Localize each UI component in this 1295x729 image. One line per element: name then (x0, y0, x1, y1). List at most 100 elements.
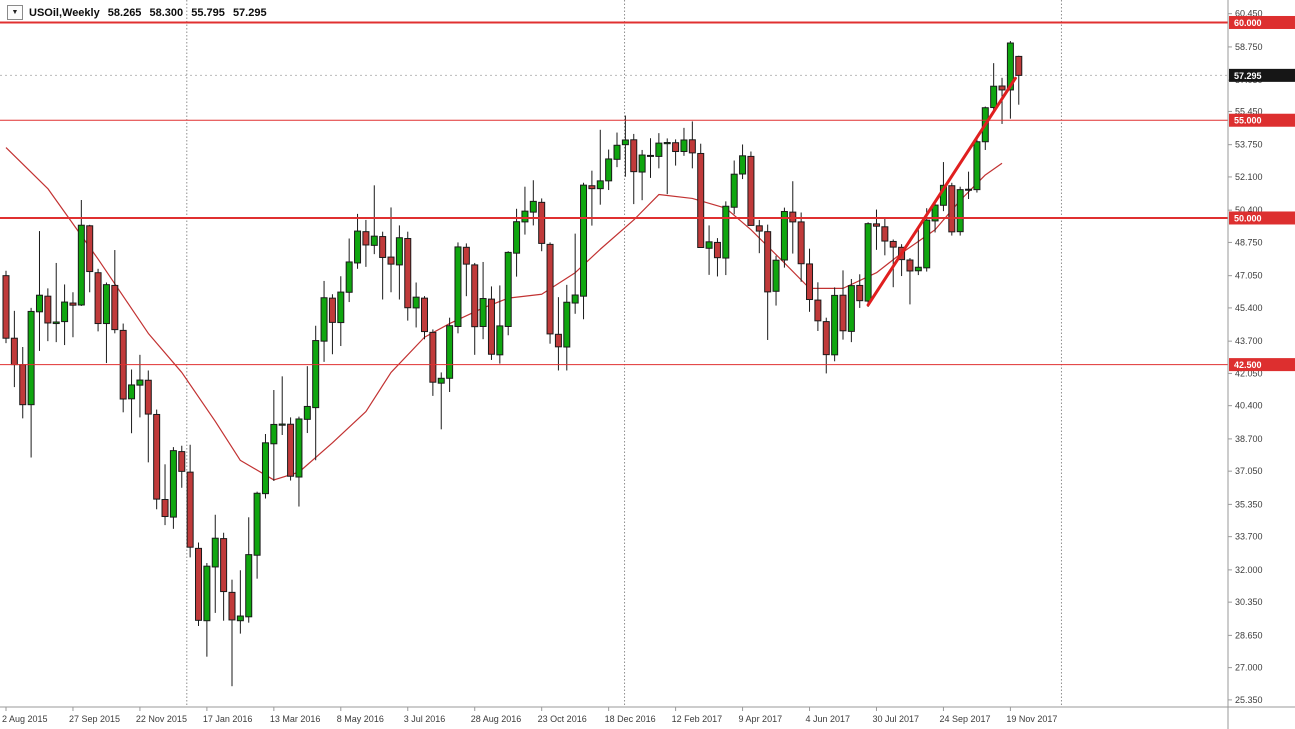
bull-candle (211, 537, 219, 568)
price-axis-label: 60.450 (1235, 9, 1263, 19)
bear-candle (404, 238, 412, 309)
ohlc-info-bar: ▼ USOil,Weekly 58.265 58.300 55.795 57.2… (7, 5, 272, 20)
price-axis-label: 58.750 (1235, 42, 1263, 52)
bull-candle (136, 379, 144, 386)
price-axis-label: 32.000 (1235, 565, 1263, 575)
bull-candle (613, 144, 621, 160)
bear-candle (462, 246, 470, 265)
time-axis-label: 27 Sep 2015 (69, 714, 120, 724)
bear-candle (387, 256, 395, 265)
bear-candle (144, 379, 152, 415)
bull-candle (52, 321, 60, 325)
time-axis-label: 12 Feb 2017 (672, 714, 723, 724)
time-axis-label: 18 Dec 2016 (605, 714, 656, 724)
bull-candle (621, 139, 629, 146)
high-value: 58.300 (149, 6, 184, 19)
bear-candle (688, 139, 696, 154)
bear-candle (429, 331, 437, 383)
close-value: 57.295 (232, 6, 267, 19)
ascending-trend-line[interactable] (866, 76, 1017, 307)
bear-candle (839, 294, 847, 332)
bull-candle (1006, 42, 1014, 91)
time-axis-label: 22 Nov 2015 (136, 714, 187, 724)
bull-candle (446, 325, 454, 379)
bear-candle (822, 321, 830, 356)
bull-candle (580, 184, 588, 297)
bear-candle (471, 264, 479, 328)
price-axis-label: 48.750 (1235, 237, 1263, 247)
bear-candle (814, 299, 822, 322)
bear-candle (755, 225, 763, 232)
price-axis-label: 38.700 (1235, 434, 1263, 444)
bear-candle (487, 298, 495, 355)
bull-candle (236, 615, 244, 622)
bear-candle (747, 155, 755, 226)
time-axis-label: 9 Apr 2017 (739, 714, 783, 724)
chevron-down-icon: ▼ (11, 9, 19, 16)
bull-candle (261, 442, 269, 495)
bear-candle (10, 337, 18, 366)
bull-candle (831, 294, 839, 356)
price-axis-label: 25.350 (1235, 695, 1263, 705)
price-axis-label: 53.750 (1235, 140, 1263, 150)
bull-candle (596, 180, 604, 190)
price-axis-label: 37.050 (1235, 466, 1263, 476)
price-tag-label: 42.500 (1234, 360, 1262, 370)
bear-candle (713, 241, 721, 259)
bull-candle (663, 142, 671, 145)
bull-candle (931, 204, 939, 222)
bull-candle (956, 189, 964, 233)
bull-candle (705, 241, 713, 249)
bull-candle (337, 291, 345, 324)
bear-candle (764, 231, 772, 293)
bull-candle (128, 384, 136, 400)
time-axis-label: 13 Mar 2016 (270, 714, 321, 724)
bull-candle (303, 405, 311, 420)
price-axis-label: 33.700 (1235, 532, 1263, 542)
bull-candle (35, 294, 43, 313)
bull-candle (295, 418, 303, 478)
price-tag (1229, 358, 1295, 372)
bull-candle (571, 294, 579, 304)
price-axis-label: 27.000 (1235, 663, 1263, 673)
bull-candle (923, 219, 931, 269)
bull-candle (61, 301, 69, 323)
bear-candle (421, 297, 428, 333)
bear-candle (538, 201, 546, 244)
price-axis-label: 52.100 (1235, 172, 1263, 182)
price-tag-label: 57.295 (1234, 71, 1262, 81)
bear-candle (86, 225, 94, 273)
bull-candle (521, 210, 529, 223)
time-axis-label: 19 Nov 2017 (1006, 714, 1057, 724)
bull-candle (496, 325, 504, 356)
symbol-dropdown-button[interactable]: ▼ (7, 5, 23, 20)
bull-candle (772, 259, 780, 292)
bull-candle (169, 450, 177, 518)
bull-candle (253, 492, 261, 556)
price-axis-label: 42.050 (1235, 368, 1263, 378)
bear-candle (672, 142, 680, 153)
price-tag-label: 50.000 (1234, 213, 1262, 223)
time-axis-label: 24 Sep 2017 (939, 714, 990, 724)
bear-candle (220, 538, 228, 593)
bull-candle (77, 224, 85, 306)
price-axis-label: 30.350 (1235, 597, 1263, 607)
bull-candle (395, 237, 403, 266)
bear-candle (19, 364, 27, 406)
bull-candle (102, 284, 110, 325)
bull-candle (655, 142, 663, 157)
bull-candle (354, 230, 362, 264)
bull-candle (780, 211, 788, 261)
bear-candle (328, 297, 336, 323)
bull-candle (479, 298, 487, 327)
ohlc-readout: USOil,Weekly 58.265 58.300 55.795 57.295 (29, 7, 272, 19)
bear-candle (178, 451, 186, 472)
bear-candle (797, 221, 805, 265)
bear-candle (94, 272, 102, 325)
price-axis-label: 28.650 (1235, 630, 1263, 640)
bear-candle (69, 302, 77, 306)
bear-candle (872, 223, 880, 227)
time-axis-label: 28 Aug 2016 (471, 714, 522, 724)
bear-candle (44, 295, 52, 324)
